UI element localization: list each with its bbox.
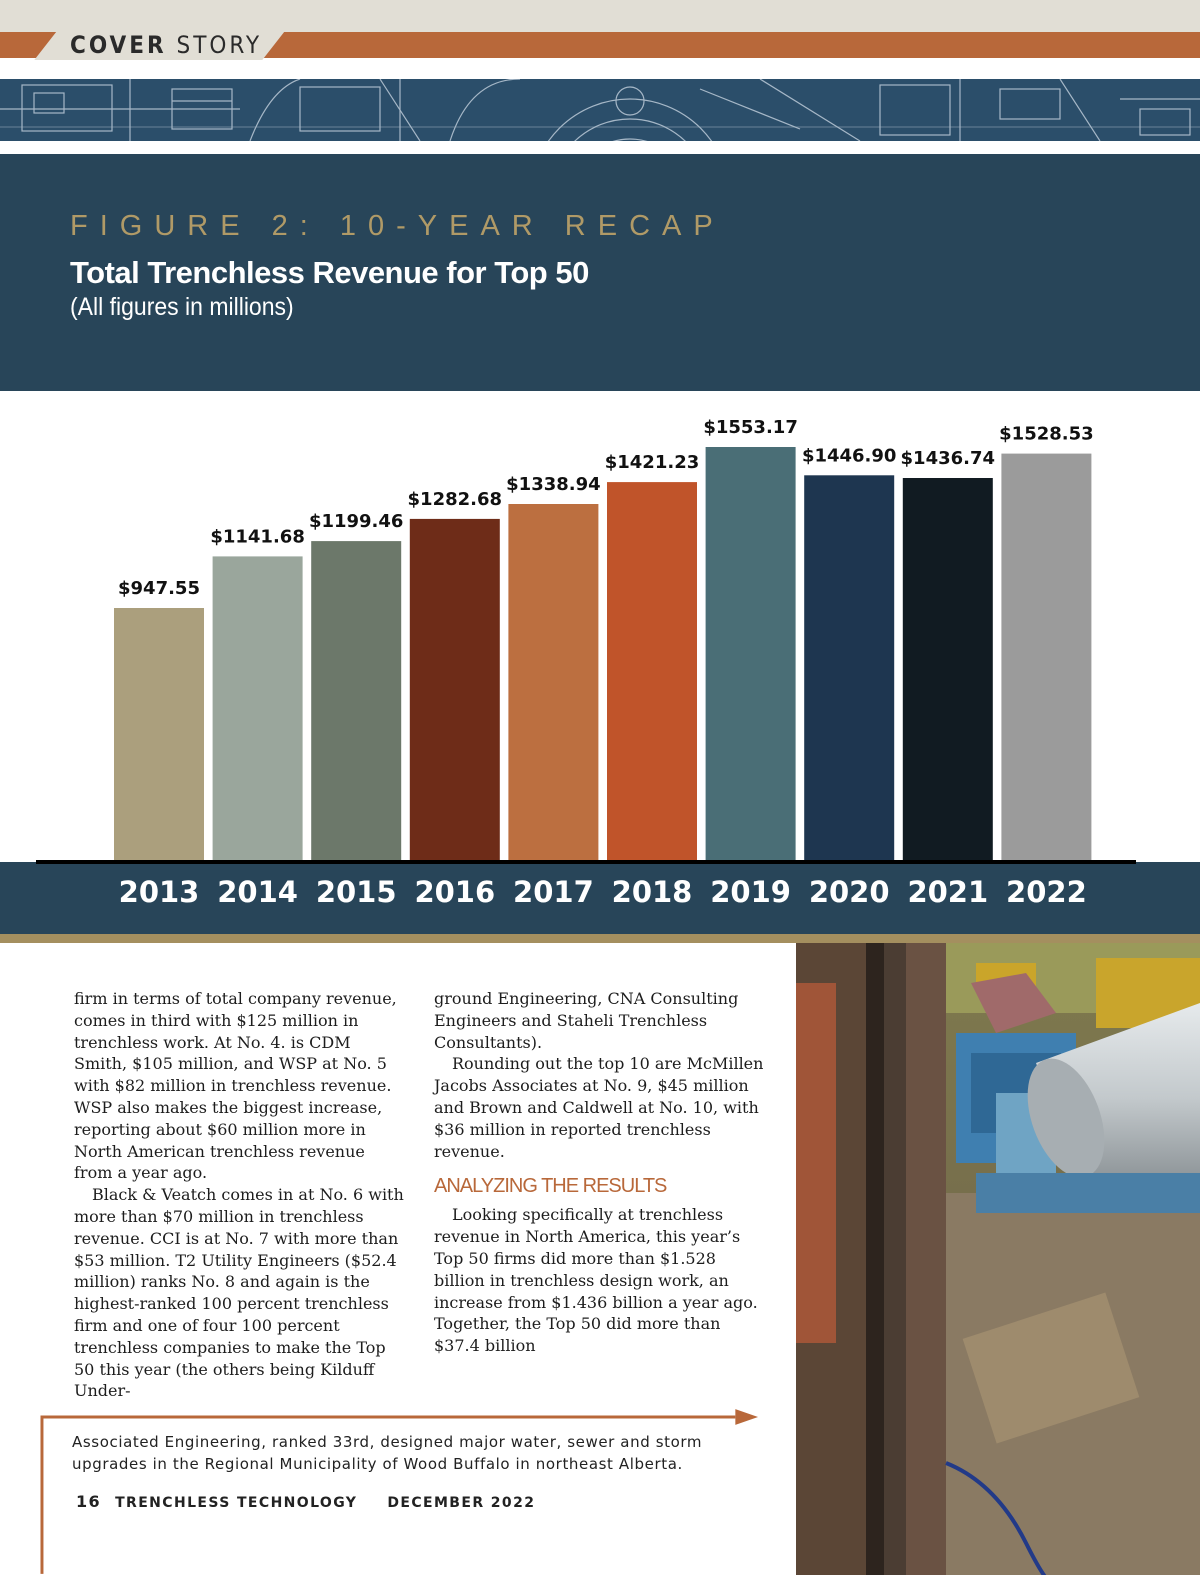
tick-label-2014: 2014 [217,875,298,909]
gold-divider [0,934,1200,943]
article-subhead: ANALYZING THE RESULTS [434,1175,667,1198]
blueprint-drawing [0,79,1200,141]
tick-label-2022: 2022 [1006,875,1087,909]
data-label-2015: $1199.46 [309,511,404,532]
page-footer: 16 TRENCHLESS TECHNOLOGY DECEMBER 2022 [76,1492,535,1511]
figure-header [0,154,1200,391]
section-label-light: STORY [176,31,263,59]
bars-group [114,447,1092,860]
data-label-2021: $1436.74 [901,448,996,469]
tick-label-2013: 2013 [119,875,200,909]
section-label: COVER STORY [70,31,262,59]
bar-2018 [607,482,697,860]
paragraph: Rounding out the top 10 are McMillen Jac… [434,1054,764,1161]
data-label-2014: $1141.68 [210,526,305,547]
bar-2021 [902,478,993,860]
paragraph: firm in terms of total company revenue, … [74,989,397,1183]
paragraph: Looking specifically at trenchless reven… [434,1205,758,1356]
data-label-2016: $1282.68 [408,489,503,510]
section-label-bold: COVER [70,31,167,59]
data-label-2017: $1338.94 [506,474,601,495]
figure-kicker: FIGURE 2: 10-YEAR RECAP [70,210,725,242]
pipe-installation-image [796,943,1200,1575]
bar-2019 [705,447,796,860]
top-strip [0,0,1200,32]
tick-label-2021: 2021 [907,875,988,909]
revenue-bar-chart: $947.55$1141.68$1199.46$1282.68$1338.94$… [36,417,1136,909]
tick-label-2015: 2015 [316,875,397,909]
data-label-2020: $1446.90 [802,445,897,466]
paragraph: Black & Veatch comes in at No. 6 with mo… [74,1185,404,1401]
tick-labels-group: 2013 2014 2015 2016 2017 2018 2019 2020 2021 2022 [119,875,1087,909]
blueprint-banner [0,79,1200,141]
bar-2016 [409,518,500,860]
bar-2020 [804,475,895,860]
x-axis-band [0,862,1200,934]
bar-2022 [1001,453,1092,860]
tick-label-2017: 2017 [513,875,594,909]
data-label-2019: $1553.17 [703,417,798,438]
bar-2015 [311,541,402,860]
data-labels-group: $947.55$1141.68$1199.46$1282.68$1338.94$… [118,417,1094,599]
article-column-1: firm in terms of total company revenue, … [74,988,404,1402]
issue-date: DECEMBER 2022 [387,1495,536,1511]
tick-label-2018: 2018 [612,875,693,909]
arrow-head-icon [735,1409,759,1425]
page-number: 16 [76,1492,102,1511]
caption-frame [40,1409,759,1574]
tick-label-2016: 2016 [414,875,495,909]
construction-photo [796,943,1200,1575]
photo-caption: Associated Engineering, ranked 33rd, des… [72,1433,703,1473]
data-label-2022: $1528.53 [999,424,1094,445]
bar-2017 [508,504,599,860]
data-label-2018: $1421.23 [605,452,700,473]
tick-label-2020: 2020 [809,875,890,909]
paragraph: ground Engineering, CNA Consulting Engin… [434,989,739,1052]
figure-subtitle: (All figures in millions) [70,293,294,321]
article-column-2: ground Engineering, CNA Consulting Engin… [434,988,764,1357]
bar-2014 [212,556,303,860]
tick-label-2019: 2019 [710,875,791,909]
publication-name: TRENCHLESS TECHNOLOGY [115,1495,358,1511]
data-label-2013: $947.55 [118,578,200,599]
bar-2013 [114,608,204,860]
figure-title: Total Trenchless Revenue for Top 50 [70,255,589,290]
